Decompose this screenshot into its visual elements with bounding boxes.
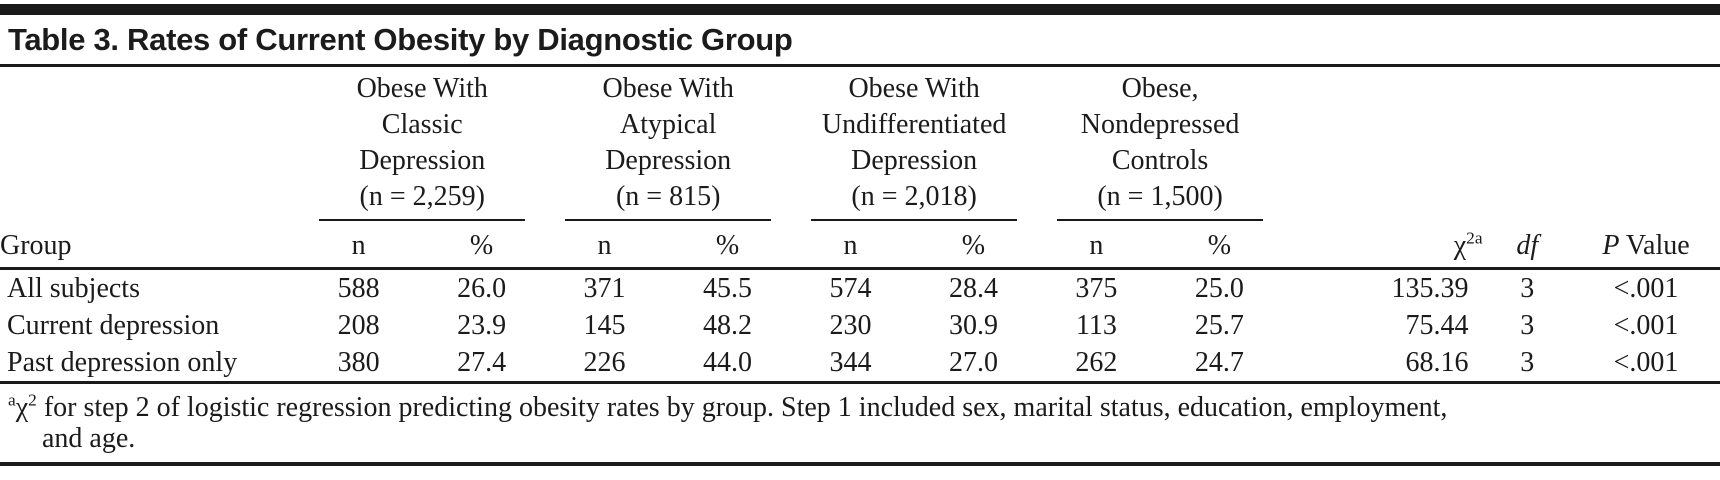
table-row-all-subjects: All subjects 588 26.0 371 45.5 574 28.4 … bbox=[0, 269, 1720, 308]
chi-symbol: χ bbox=[1453, 230, 1467, 261]
data-cell: 24.7 bbox=[1155, 344, 1284, 384]
data-cell: 25.0 bbox=[1194, 273, 1244, 304]
column-header-pct-2: % bbox=[663, 221, 792, 270]
data-cell-df: 3 bbox=[1520, 273, 1535, 304]
top-rule bbox=[0, 4, 1720, 15]
column-header-pct-1: % bbox=[417, 221, 546, 270]
group-header-label: Obese With Undifferentiated Depression (… bbox=[811, 71, 1018, 221]
data-cell-chi: 135.39 bbox=[1391, 273, 1469, 304]
bottom-rule bbox=[0, 462, 1720, 466]
table-title: Table 3. Rates of Current Obesity by Dia… bbox=[8, 22, 793, 57]
data-cell: 28.4 bbox=[948, 273, 998, 304]
group-header-classic-depression: Obese With Classic Depression (n = 2,259… bbox=[299, 67, 545, 221]
table-row-current-depression: Current depression 208 23.9 145 48.2 230… bbox=[0, 307, 1720, 344]
data-cell: 113 bbox=[1075, 310, 1117, 341]
data-cell-p: <.001 bbox=[1613, 310, 1679, 341]
data-cell: 574 bbox=[829, 273, 872, 304]
data-cell-df: 3 bbox=[1520, 310, 1535, 341]
group-header-atypical-depression: Obese With Atypical Depression (n = 815) bbox=[545, 67, 791, 221]
data-cell-df: 3 bbox=[1482, 344, 1572, 384]
row-label: Past depression only bbox=[0, 344, 300, 384]
empty-stat-header-cell bbox=[1283, 67, 1720, 221]
data-cell-chi: 68.16 bbox=[1283, 344, 1483, 384]
data-cell: 145 bbox=[583, 310, 626, 341]
data-cell: 27.0 bbox=[909, 344, 1038, 384]
group-header-label: Obese With Atypical Depression (n = 815) bbox=[565, 71, 772, 221]
data-cell: 45.5 bbox=[703, 273, 753, 304]
column-header-row: Group n % n % n % n % χ2a df P Value bbox=[0, 221, 1720, 270]
title-rule bbox=[0, 64, 1720, 67]
group-header-nondepressed-controls: Obese, Nondepressed Controls (n = 1,500) bbox=[1037, 67, 1283, 221]
data-cell: 27.4 bbox=[417, 344, 546, 384]
column-header-group: Group bbox=[0, 221, 300, 270]
empty-corner-cell bbox=[0, 67, 299, 221]
p-value-word: Value bbox=[1619, 230, 1690, 261]
row-label: All subjects bbox=[7, 273, 140, 304]
data-cell: 44.0 bbox=[663, 344, 792, 384]
footnote-line-1: aχ2 for step 2 of logistic regression pr… bbox=[8, 390, 1712, 423]
table-row-past-depression-only: Past depression only 380 27.4 226 44.0 3… bbox=[0, 344, 1720, 384]
p-symbol: P bbox=[1602, 230, 1620, 261]
data-cell-p: <.001 bbox=[1613, 273, 1679, 304]
column-header-pct-3: % bbox=[909, 221, 1038, 270]
column-header-n-2: n bbox=[545, 221, 664, 270]
column-header-n-3: n bbox=[791, 221, 910, 270]
data-cell-chi: 75.44 bbox=[1405, 310, 1469, 341]
column-header-n-1: n bbox=[299, 221, 418, 270]
data-cell: 25.7 bbox=[1194, 310, 1244, 341]
data-cell: 371 bbox=[583, 273, 626, 304]
column-header-pct-4: % bbox=[1155, 221, 1284, 270]
table-figure: Table 3. Rates of Current Obesity by Dia… bbox=[0, 4, 1720, 480]
data-cell: 588 bbox=[337, 273, 380, 304]
data-cell: 230 bbox=[829, 310, 872, 341]
data-cell: 48.2 bbox=[703, 310, 753, 341]
column-header-p-value: P Value bbox=[1571, 221, 1720, 270]
group-header-undifferentiated-depression: Obese With Undifferentiated Depression (… bbox=[791, 67, 1037, 221]
data-cell: 380 bbox=[299, 344, 418, 384]
footnote-chi-symbol: χ bbox=[15, 392, 29, 423]
group-header-label: Obese, Nondepressed Controls (n = 1,500) bbox=[1057, 71, 1264, 221]
column-header-df: df bbox=[1482, 221, 1572, 270]
footnote-marker: a bbox=[8, 390, 16, 410]
column-header-chi-square: χ2a bbox=[1283, 221, 1483, 270]
data-cell: 26.0 bbox=[457, 273, 507, 304]
column-header-n-4: n bbox=[1037, 221, 1156, 270]
data-cell: 375 bbox=[1075, 273, 1118, 304]
chi-superscript: 2a bbox=[1466, 228, 1483, 248]
table-footnote: aχ2 for step 2 of logistic regression pr… bbox=[0, 384, 1720, 462]
data-cell: 208 bbox=[337, 310, 380, 341]
footnote-chi-superscript: 2 bbox=[28, 390, 37, 410]
footnote-text: for step 2 of logistic regression predic… bbox=[36, 392, 1448, 423]
data-cell: 30.9 bbox=[948, 310, 998, 341]
row-label: Current depression bbox=[7, 310, 220, 341]
obesity-rates-table: Obese With Classic Depression (n = 2,259… bbox=[0, 67, 1720, 384]
data-cell: 23.9 bbox=[457, 310, 507, 341]
data-cell: 344 bbox=[791, 344, 910, 384]
data-cell-p: <.001 bbox=[1571, 344, 1720, 384]
data-cell: 262 bbox=[1037, 344, 1156, 384]
data-cell: 226 bbox=[545, 344, 664, 384]
footnote-line-2: and age. bbox=[42, 423, 136, 454]
group-header-row: Obese With Classic Depression (n = 2,259… bbox=[0, 67, 1720, 221]
group-header-label: Obese With Classic Depression (n = 2,259… bbox=[319, 71, 526, 221]
